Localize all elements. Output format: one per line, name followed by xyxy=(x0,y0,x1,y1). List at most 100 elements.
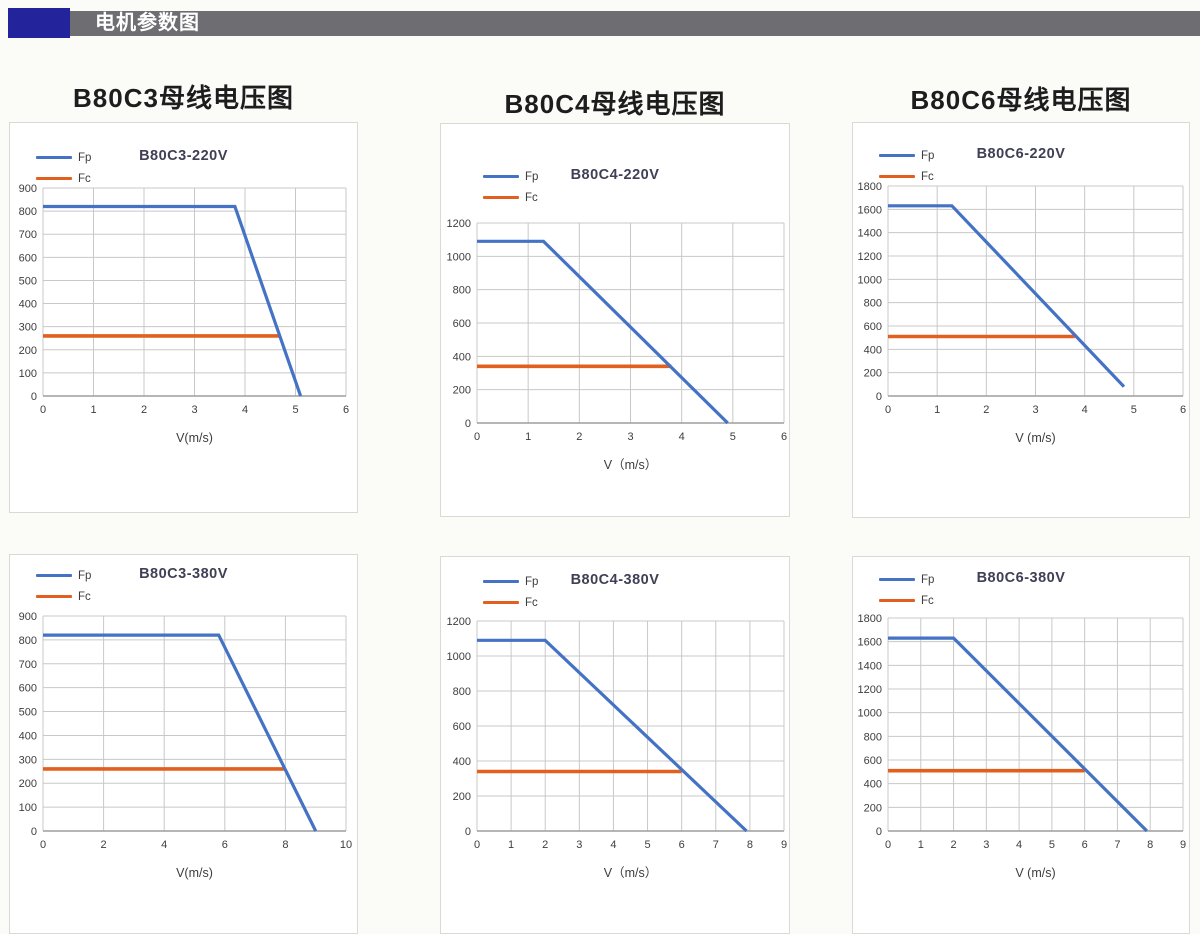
svg-text:1800: 1800 xyxy=(858,181,882,193)
legend-label-fp: Fp xyxy=(78,151,92,164)
chart-panel-b80c3-220v: Fp Fc B80C3-220V 0 100 200 300 400 500 600 700 8… xyxy=(9,122,358,513)
svg-text:500: 500 xyxy=(19,275,37,287)
svg-text:10: 10 xyxy=(340,839,352,851)
svg-text:600: 600 xyxy=(453,721,471,733)
svg-text:6: 6 xyxy=(781,431,787,443)
svg-text:6: 6 xyxy=(222,839,228,851)
svg-text:7: 7 xyxy=(1114,839,1120,851)
chart-title: B80C3-380V xyxy=(139,566,228,582)
legend-item-fp: Fp xyxy=(36,565,357,586)
svg-text:4: 4 xyxy=(1016,839,1022,851)
svg-text:300: 300 xyxy=(19,754,37,766)
svg-text:0: 0 xyxy=(885,404,891,416)
chart-plot-area: 0 200 400 600 800 1000 1200 1400 1600 1800 0 1 2 3 4 5 6… xyxy=(853,557,1189,933)
svg-text:2: 2 xyxy=(983,404,989,416)
chart-title: B80C3-220V xyxy=(139,148,228,164)
chart-legend: Fp Fc xyxy=(36,147,357,189)
svg-text:0: 0 xyxy=(474,431,480,443)
svg-text:800: 800 xyxy=(453,285,471,297)
svg-text:800: 800 xyxy=(453,686,471,698)
fc-line-swatch xyxy=(483,196,519,199)
fc-line-swatch xyxy=(483,601,519,604)
fp-line-swatch xyxy=(483,175,519,178)
svg-text:0: 0 xyxy=(40,404,46,416)
svg-text:6: 6 xyxy=(1082,839,1088,851)
page-title: 电机参数图 xyxy=(95,12,200,34)
svg-text:5: 5 xyxy=(1049,839,1055,851)
svg-text:800: 800 xyxy=(864,298,882,310)
section-title-b80c3: B80C3母线电压图 xyxy=(73,83,294,113)
svg-text:0: 0 xyxy=(465,826,471,838)
svg-text:3: 3 xyxy=(576,839,582,851)
chart-plot-area: 0 200 400 600 800 1000 1200 1400 1600 1800 0 1 2 3 4 5 6… xyxy=(853,123,1189,517)
svg-text:1: 1 xyxy=(918,839,924,851)
svg-text:1400: 1400 xyxy=(858,660,882,672)
fp-line-swatch xyxy=(879,154,915,157)
legend-item-fp: Fp xyxy=(36,147,357,168)
svg-text:3: 3 xyxy=(1032,404,1038,416)
svg-text:0: 0 xyxy=(40,839,46,851)
svg-text:700: 700 xyxy=(19,659,37,671)
svg-text:200: 200 xyxy=(453,385,471,397)
chart-legend: Fp Fc xyxy=(36,565,357,607)
svg-text:900: 900 xyxy=(19,611,37,623)
legend-label-fc: Fc xyxy=(78,590,91,603)
svg-text:3: 3 xyxy=(191,404,197,416)
svg-text:8: 8 xyxy=(747,839,753,851)
svg-text:V（m/s）: V（m/s） xyxy=(604,458,657,472)
svg-text:V（m/s）: V（m/s） xyxy=(604,866,657,880)
legend-label-fc: Fc xyxy=(525,191,538,204)
svg-text:300: 300 xyxy=(19,322,37,334)
svg-text:V(m/s): V(m/s) xyxy=(176,431,213,445)
fc-line-swatch xyxy=(36,177,72,180)
svg-text:4: 4 xyxy=(679,431,685,443)
chart-title: B80C6-220V xyxy=(976,146,1066,162)
fc-line-swatch xyxy=(36,595,72,598)
legend-label-fp: Fp xyxy=(921,573,935,586)
svg-text:5: 5 xyxy=(1131,404,1137,416)
svg-text:1: 1 xyxy=(508,839,514,851)
svg-text:5: 5 xyxy=(730,431,736,443)
svg-text:0: 0 xyxy=(31,391,37,403)
fc-line-swatch xyxy=(879,175,915,178)
chart-plot-area: 0 100 200 300 400 500 600 700 800 900 0 1 2 3 4 5 6 V(m/s… xyxy=(10,123,357,512)
chart-header: Fp Fc B80C4-380V xyxy=(441,571,789,613)
svg-text:0: 0 xyxy=(465,418,471,430)
svg-text:600: 600 xyxy=(19,683,37,695)
svg-text:200: 200 xyxy=(864,368,882,380)
chart-header: Fp Fc B80C6-380V xyxy=(853,569,1189,611)
section-title-b80c4: B80C4母线电压图 xyxy=(504,89,726,119)
legend-label-fc: Fc xyxy=(921,170,934,183)
svg-text:1000: 1000 xyxy=(858,274,882,286)
legend-item-fc: Fc xyxy=(879,590,1189,611)
svg-text:4: 4 xyxy=(242,404,248,416)
svg-text:1000: 1000 xyxy=(858,708,882,720)
svg-text:200: 200 xyxy=(19,778,37,790)
svg-text:600: 600 xyxy=(453,318,471,330)
legend-label-fc: Fc xyxy=(921,594,934,607)
fc-line-swatch xyxy=(879,599,915,602)
svg-text:7: 7 xyxy=(713,839,719,851)
legend-item-fc: Fc xyxy=(879,166,1189,187)
chart-header: Fp Fc B80C3-220V xyxy=(10,147,357,189)
fp-line-swatch xyxy=(36,156,72,159)
legend-label-fp: Fp xyxy=(525,170,539,183)
svg-text:8: 8 xyxy=(282,839,288,851)
svg-text:9: 9 xyxy=(1180,839,1186,851)
svg-text:400: 400 xyxy=(19,730,37,742)
svg-text:2: 2 xyxy=(141,404,147,416)
legend-item-fp: Fp xyxy=(879,145,1189,166)
fp-line-swatch xyxy=(483,580,519,583)
svg-text:1: 1 xyxy=(90,404,96,416)
svg-text:1: 1 xyxy=(525,431,531,443)
fp-line-swatch xyxy=(36,574,72,577)
svg-text:1000: 1000 xyxy=(447,651,471,663)
svg-text:4: 4 xyxy=(161,839,167,851)
svg-text:600: 600 xyxy=(864,321,882,333)
svg-text:800: 800 xyxy=(19,206,37,218)
svg-text:200: 200 xyxy=(453,791,471,803)
svg-text:700: 700 xyxy=(19,229,37,241)
legend-item-fc: Fc xyxy=(36,586,357,607)
svg-text:1: 1 xyxy=(934,404,940,416)
svg-text:1400: 1400 xyxy=(858,228,882,240)
